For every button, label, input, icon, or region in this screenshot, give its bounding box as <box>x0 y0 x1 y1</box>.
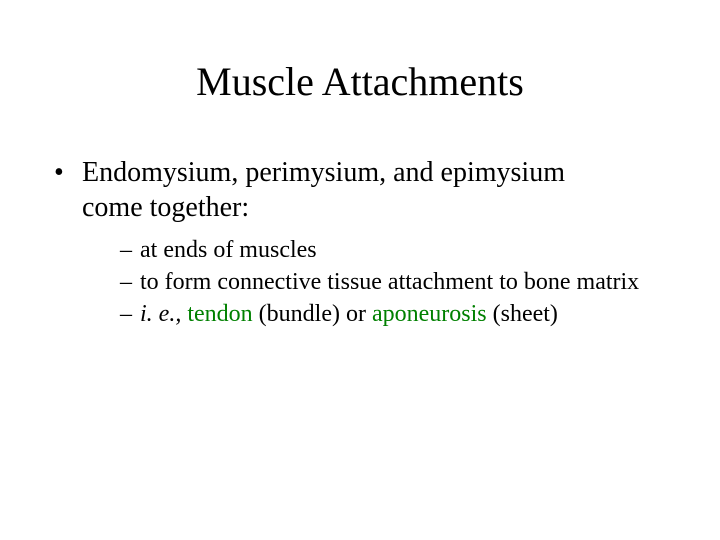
sub-bullet-list: at ends of muscles to form connective ti… <box>54 235 666 329</box>
sub-c-term2: aponeurosis <box>372 301 487 327</box>
bullet-text-line1: Endomysium, perimysium, and epimysium <box>82 157 565 188</box>
sub-c-prefix: i. e., <box>140 301 187 327</box>
sub-bullet-a: at ends of muscles <box>120 235 666 265</box>
bullet-level-1: Endomysium, perimysium, and epimysium co… <box>54 155 666 225</box>
sub-bullet-c: i. e., tendon (bundle) or aponeurosis (s… <box>120 299 666 329</box>
sub-bullet-b: to form connective tissue attachment to … <box>120 267 666 297</box>
sub-c-mid: (bundle) or <box>253 301 372 327</box>
slide-title: Muscle Attachments <box>54 58 666 105</box>
slide: Muscle Attachments Endomysium, perimysiu… <box>0 0 720 540</box>
sub-c-suffix: (sheet) <box>487 301 558 327</box>
sub-c-term1: tendon <box>187 301 252 327</box>
bullet-text-line2: come together: <box>82 192 249 223</box>
